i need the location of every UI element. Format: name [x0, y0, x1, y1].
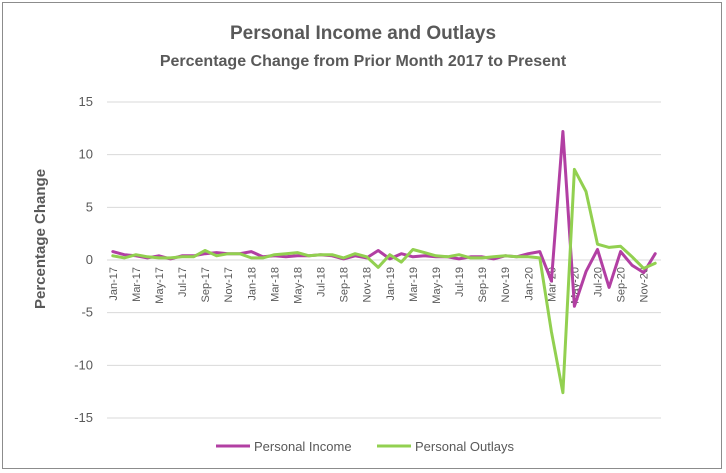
y-tick-label: -5: [81, 305, 93, 320]
gridlines: [107, 101, 661, 419]
x-tick-label: Jan-19: [385, 267, 397, 301]
x-tick-label: Sep-19: [477, 267, 489, 302]
y-tick-label: 0: [86, 252, 93, 267]
x-tick-label: May-18: [292, 267, 304, 304]
x-tick-label: Sep-17: [200, 267, 212, 302]
x-tick-label: Nov-20: [639, 267, 651, 302]
legend: Personal Income Personal Outlays: [216, 439, 514, 454]
chart-frame: Personal Income and Outlays Percentage C…: [2, 2, 722, 469]
x-tick-label: Jan-17: [108, 267, 120, 301]
x-tick-label: Sep-18: [339, 267, 351, 302]
chart-subtitle: Percentage Change from Prior Month 2017 …: [160, 53, 567, 70]
x-tick-label: Mar-18: [269, 267, 281, 302]
line-chart: Personal Income and Outlays Percentage C…: [32, 23, 661, 454]
legend-label-personal-income: Personal Income: [254, 439, 352, 454]
x-tick-label: Sep-20: [616, 267, 628, 302]
y-tick-label: 5: [86, 199, 93, 214]
y-tick-label: 15: [79, 94, 93, 109]
x-tick-label: Mar-17: [131, 267, 143, 302]
x-tick-label: Jul-20: [593, 267, 605, 297]
chart-title: Personal Income and Outlays: [230, 23, 496, 44]
y-tick-label: -10: [74, 357, 93, 372]
y-axis-label: Percentage Change: [32, 169, 49, 309]
x-tick-label: Jan-18: [246, 267, 258, 301]
x-tick-label: Jul-18: [316, 267, 328, 297]
series-lines: [111, 130, 657, 395]
x-tick-label: Mar-19: [408, 267, 420, 302]
x-tick-label: Jul-17: [177, 267, 189, 297]
x-tick-label: Jan-20: [523, 267, 535, 301]
y-tick-label: -15: [74, 410, 93, 425]
x-tick-label: May-17: [154, 267, 166, 304]
legend-label-personal-outlays: Personal Outlays: [415, 439, 514, 454]
x-tick-label: Nov-19: [500, 267, 512, 302]
x-tick-label: Nov-17: [223, 267, 235, 302]
x-tick-label: May-19: [431, 267, 443, 304]
series-line-personal-outlays: [111, 167, 657, 395]
y-tick-labels: 15 10 5 0 -5 -10 -15: [74, 94, 93, 425]
y-tick-label: 10: [79, 147, 93, 162]
series-line-personal-income: [111, 130, 657, 308]
x-tick-label: Jul-19: [454, 267, 466, 297]
x-tick-label: Nov-18: [362, 267, 374, 302]
